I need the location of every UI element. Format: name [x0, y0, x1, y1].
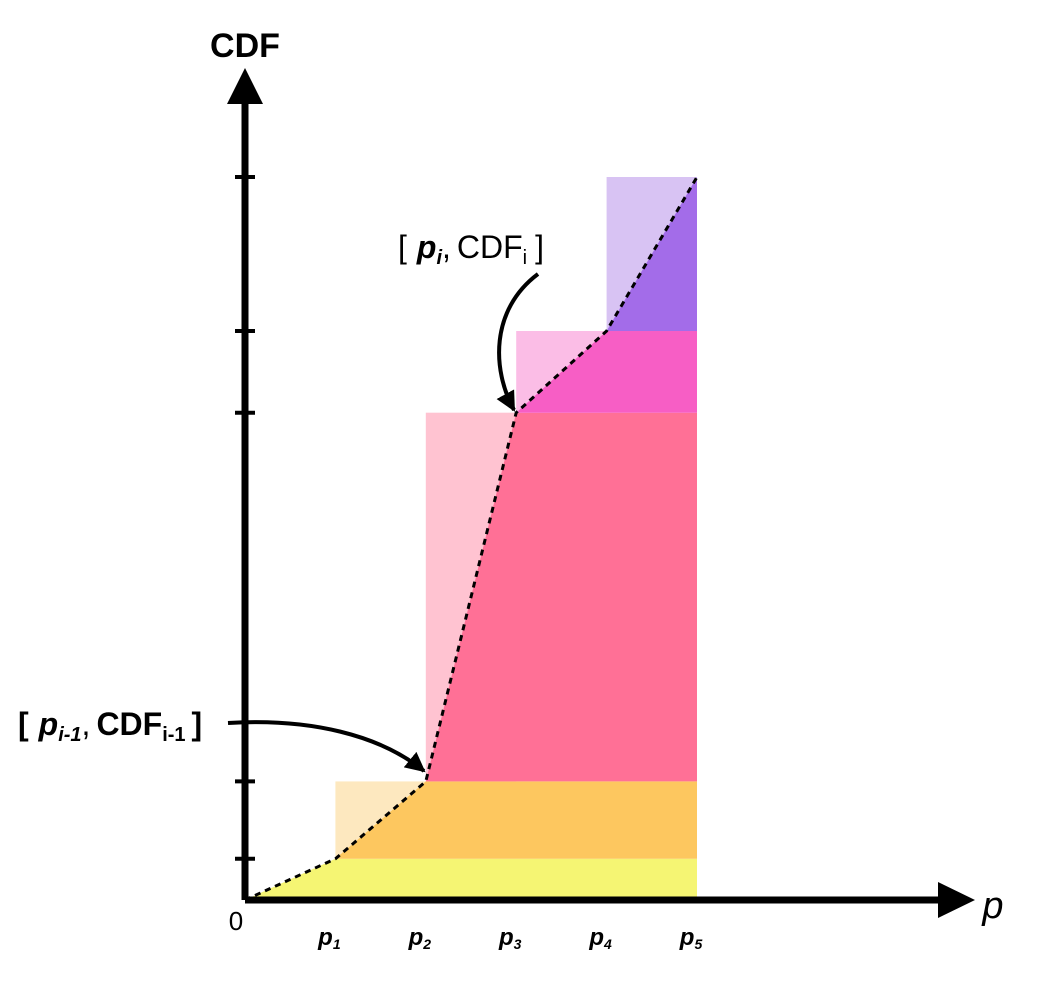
band-1-fill	[245, 858, 697, 900]
x-tick-labels: p1 p2 p3 p4 p5	[317, 924, 702, 952]
x-tick-label-2-base: p	[408, 924, 424, 951]
annotation-cur-cdf: CDF	[457, 229, 523, 265]
annotation-prev-p: p	[38, 706, 59, 742]
band-4-fill	[516, 330, 697, 413]
x-tick-label-1: p1	[317, 924, 341, 952]
annotation-prev-cdf: CDF	[96, 706, 162, 742]
annotation-cur-arrow	[496, 272, 540, 412]
x-tick-label-5: p5	[679, 924, 703, 952]
annotation-cur-p-sub: i	[436, 247, 442, 269]
band-5-fill	[606, 177, 697, 331]
x-tick-label-5-base: p	[679, 924, 695, 951]
annotation-prev-sep: ,	[82, 706, 91, 742]
origin-label: 0	[229, 906, 243, 936]
annotation-prev-arrow	[227, 720, 426, 773]
annotation-prev-cdf-sub: i-1	[162, 724, 185, 746]
annotation-cur-close: ]	[535, 229, 544, 265]
annotation-prev-p-sub: i-1	[58, 724, 81, 746]
y-axis-title: CDF	[210, 27, 280, 65]
x-tick-label-4-sub: 4	[603, 936, 612, 952]
x-tick-label-4-base: p	[588, 924, 604, 951]
annotation-prev-open: [	[18, 706, 29, 742]
x-axis-arrowhead	[938, 882, 975, 918]
x-tick-label-3-base: p	[498, 924, 514, 951]
x-tick-label-3-sub: 3	[514, 936, 522, 952]
x-axis-title: p	[981, 885, 1003, 927]
x-tick-label-1-base: p	[317, 924, 333, 951]
annotation-cur-sep: ,	[442, 229, 451, 265]
x-tick-label-2: p2	[408, 924, 432, 952]
y-axis-ticks	[235, 175, 255, 861]
cdf-bands	[245, 177, 697, 900]
x-tick-label-2-sub: 2	[422, 936, 431, 952]
cdf-dashed-line	[244, 176, 699, 902]
x-tick-label-1-sub: 1	[333, 936, 341, 952]
x-tick-label-3: p3	[498, 924, 522, 952]
y-axis-arrowhead	[227, 68, 263, 104]
annotation-cur-p: p	[416, 229, 437, 265]
annotation-prev-point: [pi-1, CDFi-1]	[18, 706, 202, 746]
annotation-cur-cdf-sub: i	[523, 247, 527, 269]
annotation-cur-open: [	[398, 229, 407, 265]
axes	[227, 68, 975, 918]
band-2-fill	[335, 781, 697, 859]
x-tick-label-5-sub: 5	[694, 936, 702, 952]
band-3-fill	[425, 412, 697, 782]
annotation-prev-close: ]	[192, 706, 203, 742]
annotation-cur-point: [pi, CDFi]	[398, 229, 544, 269]
x-tick-label-4: p4	[588, 924, 612, 952]
